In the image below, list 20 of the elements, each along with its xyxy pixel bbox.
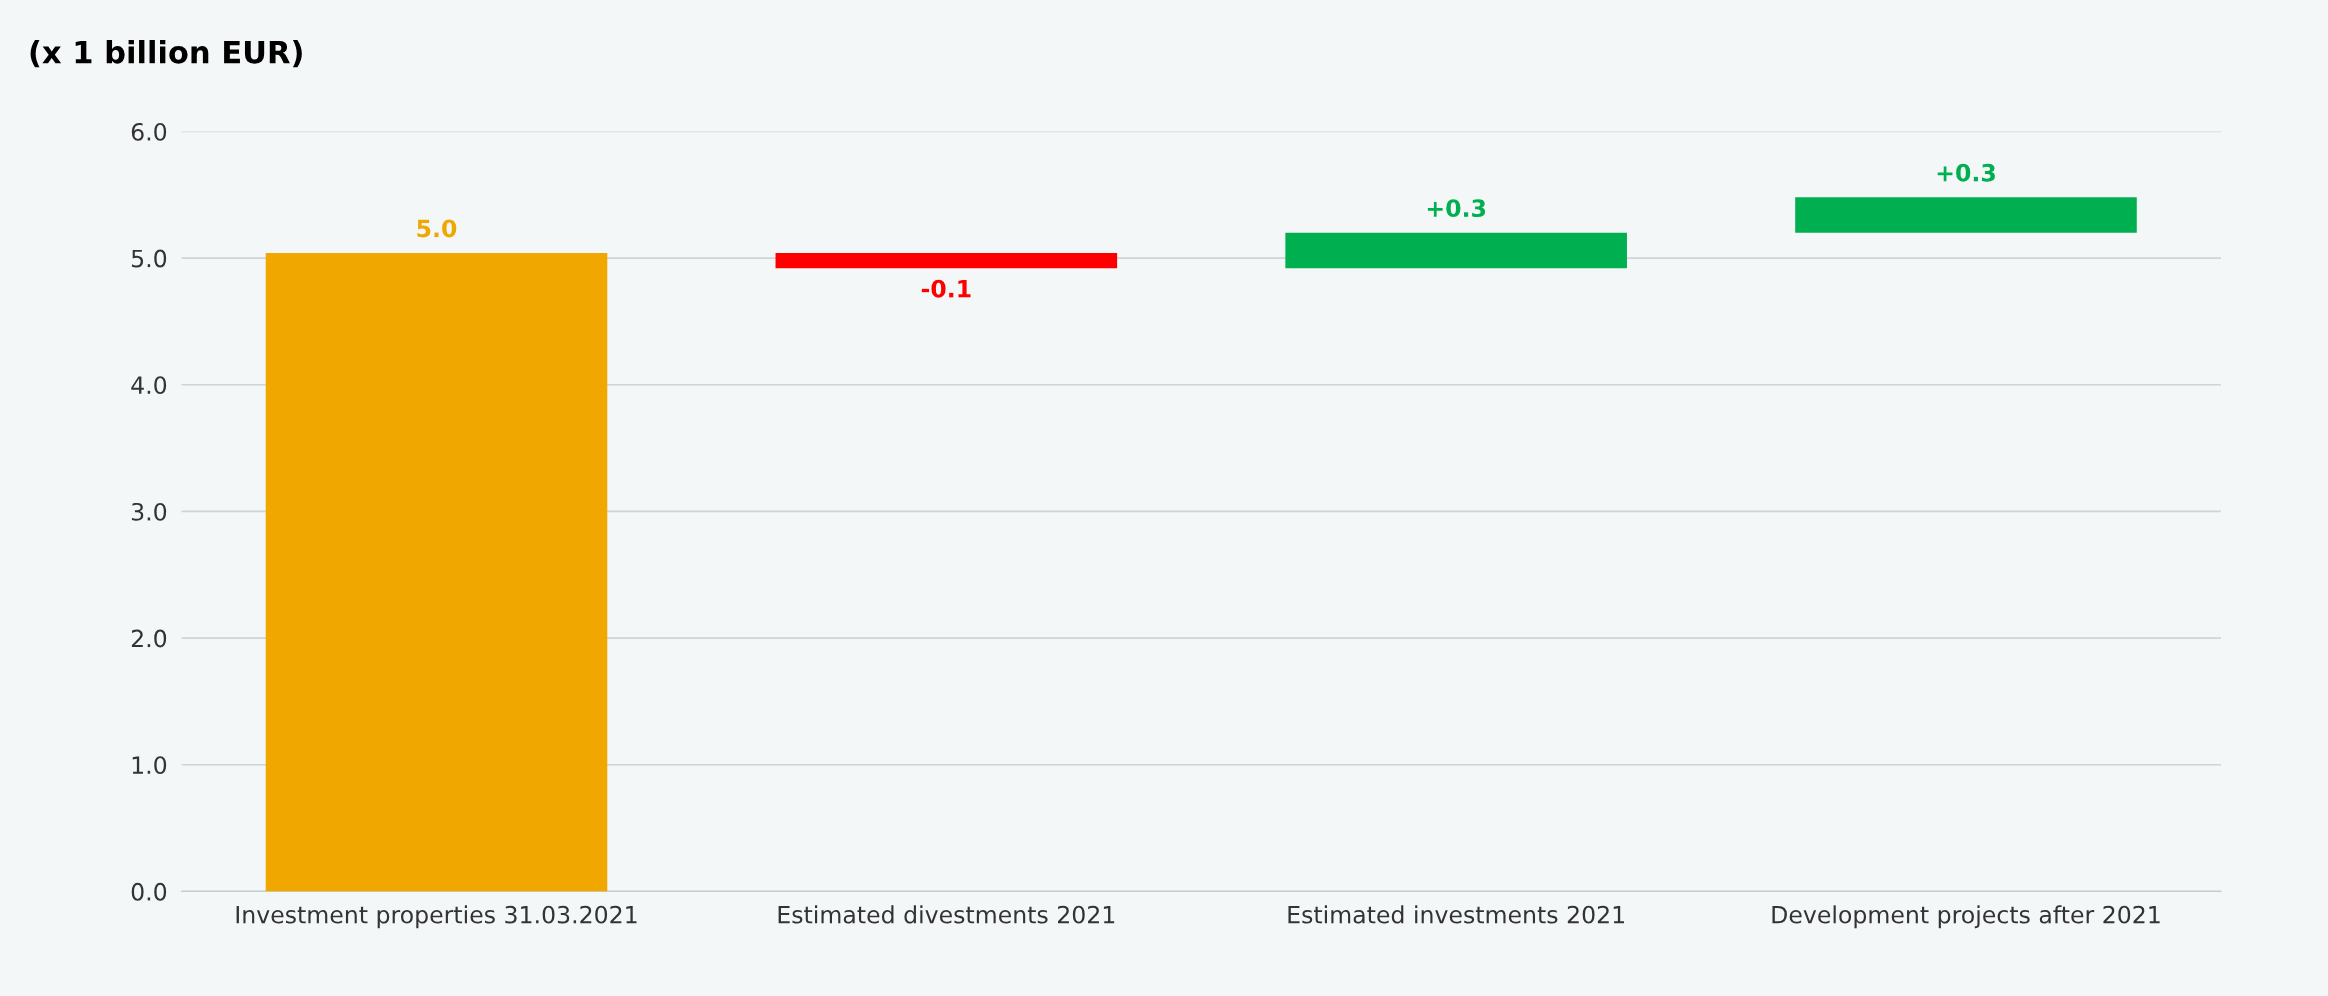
y-tick-label: 3.0	[131, 502, 167, 521]
bar	[1795, 197, 2137, 233]
bar	[265, 253, 608, 892]
data-label: -0.1	[921, 279, 971, 298]
x-tick-label: Estimated investments 2021	[1288, 905, 1624, 924]
chart-title: (x 1 billion EUR)	[30, 39, 302, 68]
data-label: +0.3	[1427, 199, 1486, 218]
data-label: +0.3	[1937, 163, 1995, 182]
y-tick-label: 0.0	[131, 882, 167, 901]
bar	[775, 253, 1118, 269]
x-tick-label: Development projects after 2021	[1772, 905, 2160, 929]
y-tick-label: 6.0	[131, 122, 167, 141]
x-tick-label: Investment properties 31.03.2021	[236, 905, 637, 929]
y-tick-label: 2.0	[131, 629, 167, 648]
y-tick-label: 5.0	[131, 249, 167, 268]
x-tick-label: Estimated divestments 2021	[778, 905, 1115, 924]
data-label: 5.0	[417, 219, 457, 238]
bar	[1285, 232, 1627, 269]
y-tick-label: 4.0	[131, 376, 167, 395]
y-tick-label: 1.0	[132, 756, 167, 775]
